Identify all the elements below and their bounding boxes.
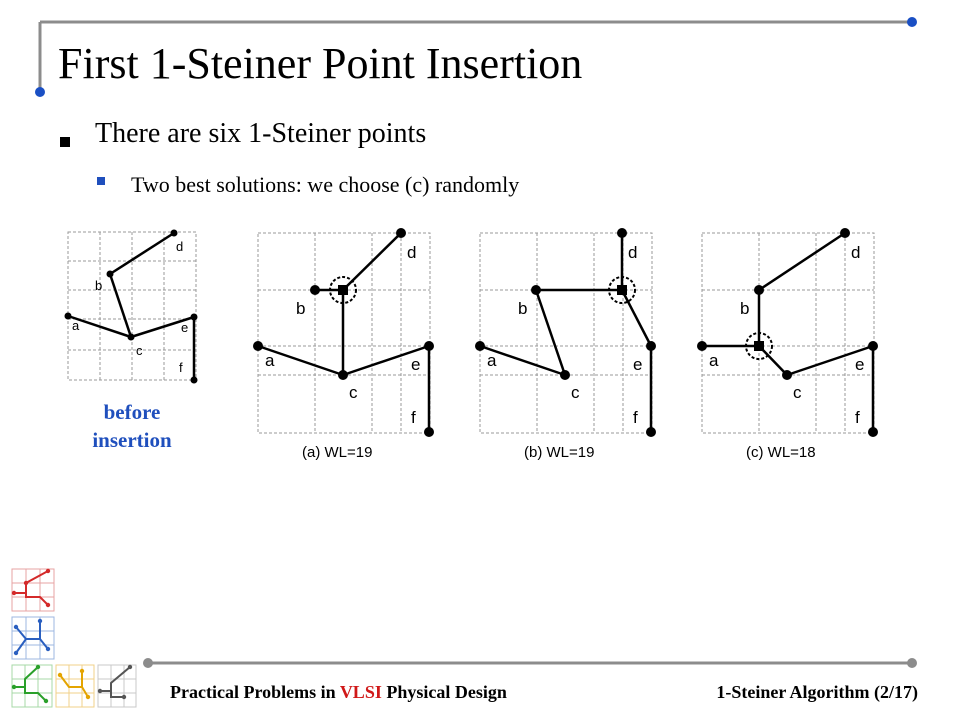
logo-red-grid (11, 568, 55, 612)
b-label-d: d (628, 243, 637, 262)
figure-a-edges (257, 232, 431, 432)
figure-a: d b a e c f (a) WL=19 (253, 228, 434, 461)
left-rule-dot (35, 87, 45, 97)
figure-b-caption: (b) WL=19 (524, 444, 594, 461)
before-label-a: a (72, 318, 80, 333)
bottom-rule-dot-right (907, 658, 917, 668)
figure-a-nodes (253, 228, 434, 437)
footer-slide-number: 1-Steiner Algorithm (2/17) (716, 682, 918, 702)
a-label-c: c (349, 383, 358, 402)
footer-suffix: Physical Design (381, 682, 507, 702)
a-label-a: a (265, 351, 275, 370)
bullet-2-text: Two best solutions: we choose (c) random… (131, 172, 520, 197)
figure-b-steiner-ring (608, 276, 636, 304)
logo-gray-grid (97, 664, 137, 708)
figure-before-nodes (64, 229, 198, 384)
c-label-d: d (851, 243, 860, 262)
b-label-b: b (518, 299, 527, 318)
page-title: First 1-Steiner Point Insertion (58, 39, 583, 88)
figure-before: d b a e c f (64, 229, 198, 384)
grid-logo-icon (11, 568, 137, 708)
figure-b: d b a e c f (b) WL=19 (475, 228, 656, 461)
figure-before-grid (67, 231, 197, 381)
figure-c: d b a e c f (c) WL=18 (697, 228, 878, 461)
bullet-square-icon (60, 137, 70, 147)
b-label-f: f (633, 408, 638, 427)
before-caption-line2: insertion (92, 428, 172, 452)
figure-c-grid (701, 232, 875, 434)
figure-b-grid (479, 232, 653, 434)
figure-b-nodes (475, 228, 656, 437)
c-label-b: b (740, 299, 749, 318)
figure-before-edges (67, 231, 196, 380)
a-label-b: b (296, 299, 305, 318)
figure-a-steiner-ring (329, 276, 357, 304)
bottom-rule-dot-left (143, 658, 153, 668)
before-label-b: b (95, 278, 102, 293)
footer-prefix: Practical Problems in (170, 682, 340, 702)
logo-green-grid (11, 664, 53, 708)
a-label-d: d (407, 243, 416, 262)
before-caption-line1: before (103, 400, 161, 424)
a-label-f: f (411, 408, 416, 427)
figure-c-edges (702, 231, 875, 432)
logo-yellow-grid (55, 664, 95, 708)
logo-blue-grid (11, 616, 55, 660)
b-label-e: e (633, 355, 642, 374)
figure-b-steiner-point (617, 285, 627, 295)
c-label-f: f (855, 408, 860, 427)
figure-c-steiner-ring (745, 332, 773, 360)
top-rule-dot (907, 17, 917, 27)
b-label-c: c (571, 383, 580, 402)
footer-course-title: Practical Problems in VLSI Physical Desi… (170, 682, 507, 703)
before-label-f: f (179, 360, 183, 375)
figure-c-steiner-point (754, 341, 764, 351)
before-label-e: e (181, 320, 188, 335)
before-insertion-caption: before insertion (62, 398, 202, 454)
figure-a-caption: (a) WL=19 (302, 444, 372, 461)
sub-bullet-square-icon (97, 177, 105, 185)
before-label-c: c (136, 343, 143, 358)
figure-b-edges (479, 233, 653, 432)
figure-c-caption: (c) WL=18 (746, 444, 816, 461)
c-label-a: a (709, 351, 719, 370)
c-label-c: c (793, 383, 802, 402)
a-label-e: e (411, 355, 420, 374)
c-label-e: e (855, 355, 864, 374)
bullet-1-text: There are six 1-Steiner points (95, 118, 427, 149)
before-label-d: d (176, 239, 183, 254)
figure-c-nodes (697, 228, 878, 437)
footer-highlight: VLSI (339, 682, 382, 702)
figure-a-steiner-point (338, 285, 348, 295)
b-label-a: a (487, 351, 497, 370)
